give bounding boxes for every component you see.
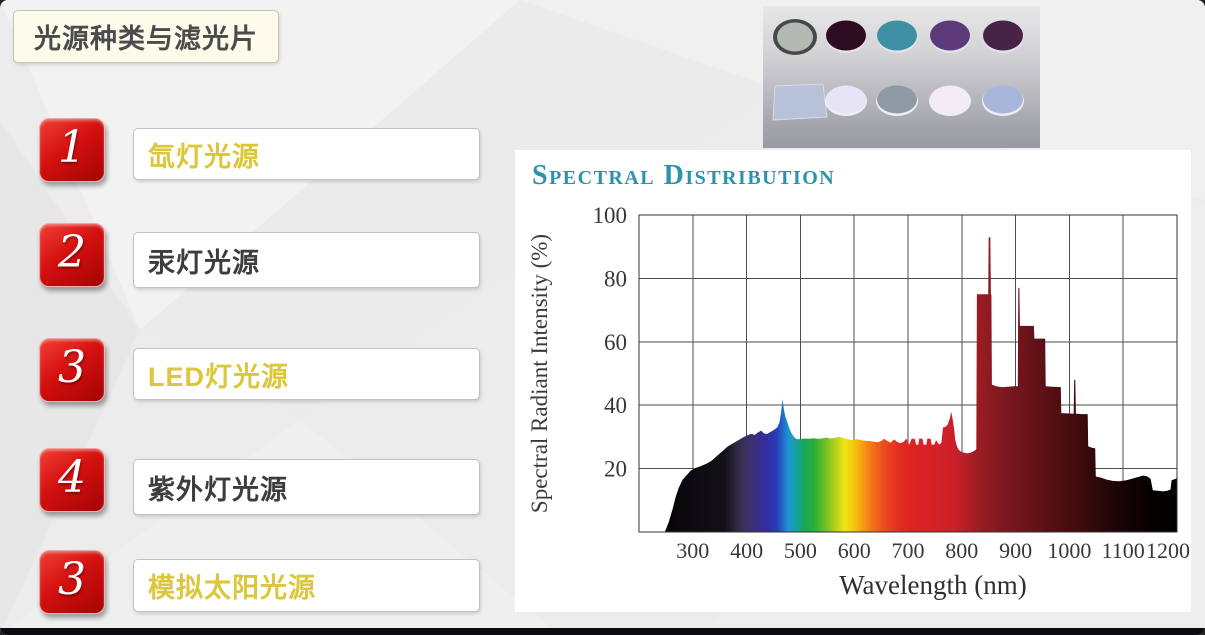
spectrum-area [664, 237, 1177, 532]
svg-text:80: 80 [604, 266, 627, 291]
svg-text:300: 300 [676, 538, 709, 563]
svg-text:600: 600 [838, 538, 871, 563]
filter-circle-white [930, 85, 970, 114]
spectral-chart: 300 400 500 600 700 800 900 1000 1100 1200 20 40 60 8… [527, 203, 1190, 600]
filter-circle-purple [930, 20, 970, 51]
item-label: 氙灯光源 [148, 141, 260, 172]
bottom-bar [0, 628, 1205, 635]
filter-circle-periwinkle [983, 85, 1023, 114]
svg-text:900: 900 [999, 538, 1032, 563]
svg-text:60: 60 [604, 330, 627, 355]
filter-circle-lavender [826, 85, 866, 114]
x-axis-label: Wavelength (nm) [839, 570, 1027, 600]
x-tick-labels: 300 400 500 600 700 800 900 1000 1100 1200 [676, 538, 1190, 563]
svg-text:800: 800 [945, 538, 978, 563]
spectral-chart-panel: Spectral Distribution 300 400 500 600 700 800… [515, 150, 1191, 612]
filters-photo [763, 2, 1040, 148]
item-label-box: 模拟太阳光源 [133, 559, 480, 612]
filter-circle-silver [777, 22, 813, 52]
item-number-badge: 3 [39, 338, 105, 402]
item-number-badge: 4 [39, 448, 105, 512]
svg-text:40: 40 [604, 393, 627, 418]
svg-text:1100: 1100 [1102, 538, 1145, 563]
svg-text:500: 500 [784, 538, 817, 563]
y-axis-label: Spectral Radiant Intensity (%) [527, 234, 552, 513]
svg-text:100: 100 [593, 203, 628, 228]
item-label-box: 氙灯光源 [133, 128, 480, 180]
svg-text:700: 700 [892, 538, 925, 563]
page-title: 光源种类与滤光片 [34, 24, 258, 54]
filter-row-bottom [772, 83, 1024, 121]
filter-circle-plum [983, 20, 1023, 51]
svg-text:1000: 1000 [1047, 538, 1091, 563]
filter-circle-teal [877, 20, 917, 51]
filter-row-top [773, 19, 1024, 55]
svg-text:20: 20 [604, 457, 627, 482]
plot-border [638, 214, 1178, 533]
item-number-badge: 2 [39, 223, 105, 287]
chart-title: Spectral Distribution [532, 160, 836, 191]
filter-circle-dark-plum [826, 20, 866, 51]
item-label: 紫外灯光源 [148, 474, 288, 505]
item-label-box: LED灯光源 [133, 348, 480, 400]
svg-text:400: 400 [730, 538, 763, 563]
y-tick-labels: 20 40 60 80 100 [593, 203, 628, 482]
item-label-box: 汞灯光源 [133, 232, 480, 288]
title-box: 光源种类与滤光片 [13, 10, 279, 63]
filter-square-plate [772, 83, 828, 121]
item-label: 汞灯光源 [148, 247, 260, 278]
filter-circle-gray [877, 85, 917, 114]
item-number-badge: 3 [39, 550, 105, 614]
svg-text:1200: 1200 [1146, 538, 1190, 563]
item-label: LED灯光源 [148, 361, 289, 392]
item-label-box: 紫外灯光源 [133, 459, 480, 515]
item-label: 模拟太阳光源 [148, 573, 316, 603]
item-number-badge: 1 [39, 118, 105, 182]
